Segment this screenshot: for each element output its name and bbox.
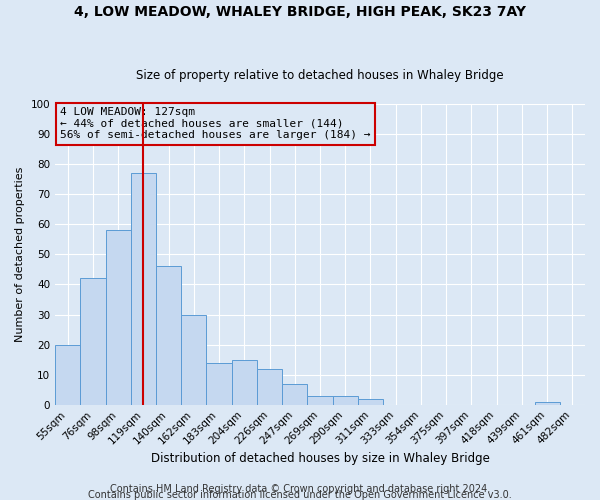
Bar: [80, 278, 106, 404]
Bar: [332, 396, 358, 404]
X-axis label: Distribution of detached houses by size in Whaley Bridge: Distribution of detached houses by size …: [151, 452, 490, 465]
Bar: [131, 173, 156, 404]
Bar: [106, 230, 131, 404]
Bar: [257, 368, 282, 404]
Text: 4 LOW MEADOW: 127sqm
← 44% of detached houses are smaller (144)
56% of semi-deta: 4 LOW MEADOW: 127sqm ← 44% of detached h…: [61, 107, 371, 140]
Text: 4, LOW MEADOW, WHALEY BRIDGE, HIGH PEAK, SK23 7AY: 4, LOW MEADOW, WHALEY BRIDGE, HIGH PEAK,…: [74, 5, 526, 19]
Bar: [282, 384, 307, 404]
Bar: [181, 314, 206, 404]
Bar: [307, 396, 332, 404]
Y-axis label: Number of detached properties: Number of detached properties: [15, 166, 25, 342]
Bar: [232, 360, 257, 405]
Bar: [156, 266, 181, 404]
Text: Contains public sector information licensed under the Open Government Licence v3: Contains public sector information licen…: [88, 490, 512, 500]
Bar: [358, 398, 383, 404]
Bar: [535, 402, 560, 404]
Title: Size of property relative to detached houses in Whaley Bridge: Size of property relative to detached ho…: [136, 69, 504, 82]
Text: Contains HM Land Registry data © Crown copyright and database right 2024.: Contains HM Land Registry data © Crown c…: [110, 484, 490, 494]
Bar: [55, 344, 80, 405]
Bar: [206, 362, 232, 405]
